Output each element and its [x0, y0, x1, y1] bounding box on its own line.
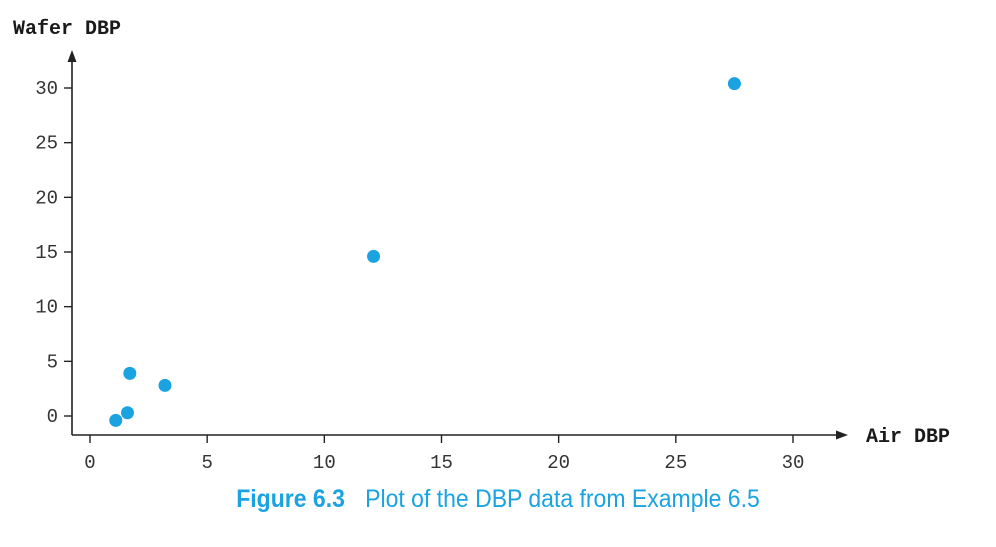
x-axis-arrow	[836, 430, 848, 440]
y-tick-label: 30	[35, 78, 58, 100]
data-point	[727, 77, 741, 91]
axes	[67, 50, 848, 440]
x-tick-label: 25	[664, 452, 687, 474]
x-tick-label: 0	[84, 452, 95, 474]
y-tick-label: 10	[35, 297, 58, 319]
y-tick-label: 15	[35, 242, 58, 264]
x-tick-label: 10	[313, 452, 336, 474]
y-tick-label: 25	[35, 133, 58, 155]
caption-text: Plot of the DBP data from Example 6.5	[365, 485, 760, 513]
y-tick-label: 5	[47, 351, 58, 373]
x-axis-title: Air DBP	[866, 426, 950, 449]
x-tick-label: 5	[201, 452, 212, 474]
data-points	[109, 77, 741, 427]
x-tick-label: 15	[430, 452, 453, 474]
data-point	[158, 378, 172, 392]
scatter-plot: 0 5 10 15 20 25 30 0 5 10 15 20 25 30 Wafer DBP Air D…	[13, 18, 950, 474]
ticks: 0 5 10 15 20 25 30 0 5 10 15 20 25 30	[35, 78, 804, 474]
data-point	[123, 366, 137, 380]
figure-caption: Figure 6.3 Plot of the DBP data from Exam…	[40, 485, 956, 514]
x-tick-label: 30	[782, 452, 805, 474]
figure-number: Figure 6.3	[236, 485, 345, 513]
y-axis-title: Wafer DBP	[13, 18, 121, 41]
y-tick-label: 20	[35, 187, 58, 209]
y-axis-arrow	[67, 50, 77, 62]
x-tick-label: 20	[547, 452, 570, 474]
data-point	[109, 413, 123, 427]
y-tick-label: 0	[47, 406, 58, 428]
data-point	[367, 249, 381, 263]
data-point	[120, 406, 134, 420]
